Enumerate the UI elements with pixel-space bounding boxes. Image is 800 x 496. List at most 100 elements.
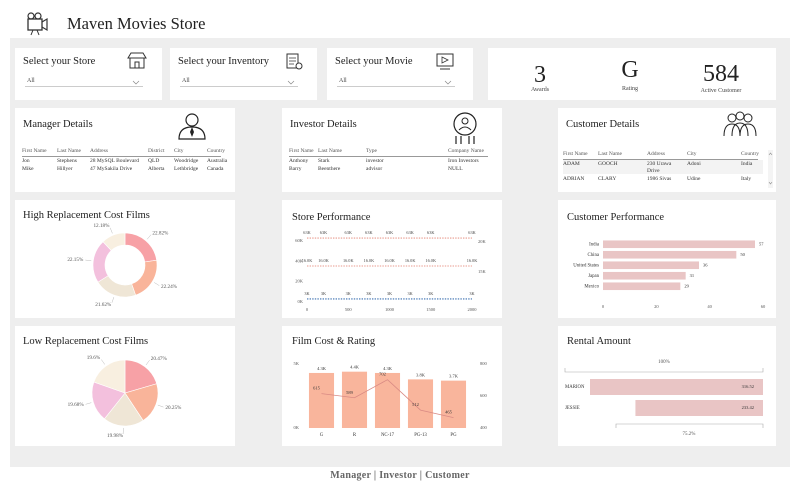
- table-cell: Anthony: [289, 158, 309, 164]
- bar: [603, 240, 755, 249]
- column-header: First Name: [289, 148, 314, 154]
- row-band: [563, 175, 763, 189]
- slice-label: 22.24%: [161, 284, 178, 290]
- data-label: 3K: [387, 291, 393, 296]
- line-chart: 0K 20K 40K 60K 15K 20K 0 500 1000 1500 2000 63K 63K 6…: [295, 230, 487, 312]
- card-title: Rental Amount: [567, 336, 631, 347]
- table-cell: Italy: [741, 176, 752, 182]
- x-tick-label: PG-13: [414, 433, 427, 438]
- page-title: Maven Movies Store: [67, 14, 206, 33]
- table-card: Customer Details First Name Last Name Addr…: [558, 108, 776, 192]
- column-header: Country: [741, 151, 760, 157]
- y-tick-label: 60K: [295, 238, 304, 243]
- x-tick-label: 0: [602, 304, 605, 309]
- dropdown[interactable]: [337, 74, 455, 87]
- table-card: Investor Details First Name Last Name Type…: [282, 108, 502, 192]
- card-title: Manager Details: [23, 119, 93, 130]
- table-cell: Alberta: [148, 166, 165, 172]
- y-tick-label: 5K: [294, 361, 300, 366]
- x-tick-label: 2000: [468, 307, 478, 312]
- table-cell: Adoni: [687, 161, 701, 167]
- dropdown[interactable]: [25, 74, 143, 87]
- y-tick-label: 40K: [295, 258, 304, 263]
- bar-label: 4.4K: [350, 365, 360, 370]
- table-cell: India: [741, 161, 753, 167]
- column-header: Address: [90, 148, 109, 154]
- filter-icons: [127, 52, 147, 85]
- bar: [341, 371, 368, 428]
- card-title: Customer Details: [566, 119, 640, 130]
- slice-label: 20.47%: [151, 356, 168, 362]
- bar: [440, 380, 467, 428]
- table-cell: Iron Investors: [448, 158, 479, 164]
- kpi-value: 584: [703, 61, 739, 87]
- filter-label: Select your Store: [23, 56, 96, 67]
- column-header: First Name: [563, 151, 588, 157]
- y2-tick-label: 400: [480, 425, 488, 430]
- filter-icons: [286, 53, 303, 85]
- x-tick-label: 60: [761, 304, 766, 309]
- slice: [93, 359, 126, 394]
- category-label: JESSIE: [565, 406, 580, 411]
- table-cell: Beenthere: [318, 166, 341, 172]
- bar-label: 316.52: [742, 384, 754, 389]
- data-label: 16.0K: [467, 258, 479, 263]
- combo-chart: 0K 5K 400 600 800 G R NC-17 PG-13 PG 4.3K 4.4K 4.3K 3…: [294, 361, 488, 438]
- filter-value[interactable]: All: [182, 78, 190, 84]
- top-label: 100%: [658, 360, 670, 365]
- line-label: 465: [445, 410, 453, 415]
- table-cell: QLD: [148, 158, 160, 164]
- chart-card: 0K 5K 400 600 800 G R NC-17 PG-13 PG 4.3K 4.4K 4.3K 3…: [282, 326, 502, 446]
- bracket: [615, 423, 764, 428]
- leader-line: [85, 259, 92, 261]
- kpi-label: Awards: [530, 87, 550, 93]
- slice-label: 19.68%: [68, 402, 85, 408]
- y2-tick-label: 600: [480, 393, 488, 398]
- category-label: MARION: [565, 385, 585, 390]
- data-label: 3K: [346, 291, 352, 296]
- leader-line: [145, 360, 150, 366]
- table-cell: Lethbridge: [174, 166, 199, 172]
- kpi-card: 3 Awards G Rating 584 Active Customer: [488, 48, 776, 100]
- table-cell: Stark: [318, 158, 330, 164]
- y2-tick-label: 15K: [478, 269, 487, 274]
- filter-value[interactable]: All: [339, 78, 347, 84]
- chart-card: India 57 China 50 United States 36 Japan 31 Mexi…: [558, 200, 776, 318]
- card-title: Customer Performance: [567, 212, 665, 223]
- scrollbar[interactable]: [768, 150, 773, 188]
- table-cell: 230 Urawa Drive: [647, 161, 672, 174]
- line-label: 589: [346, 390, 354, 395]
- slice-label: 19.98%: [107, 433, 124, 439]
- data-label: 63K: [303, 230, 311, 235]
- slice: [124, 232, 157, 263]
- bracket: [564, 368, 764, 373]
- filter-icons: [436, 53, 454, 85]
- funnel-bar: [635, 400, 763, 416]
- data-label: 3K: [428, 291, 434, 296]
- x-tick-label: 500: [345, 307, 353, 312]
- filter-card: Select your Inventory All: [170, 48, 317, 100]
- bar: [603, 271, 686, 280]
- data-label: 16.0K: [343, 258, 355, 263]
- data-label: 63K: [320, 230, 328, 235]
- line-label: 615: [313, 386, 321, 391]
- table-cell: Australia: [207, 158, 228, 164]
- data-label: 3K: [469, 291, 475, 296]
- filter-label: Select your Inventory: [178, 56, 269, 67]
- x-tick-label: NC-17: [381, 433, 395, 438]
- table-cell: 28 MySQL Boulevard: [90, 158, 139, 164]
- chart-card: 100% MARION 316.52 JESSIE 233.42 75.2% Rental…: [558, 326, 776, 446]
- leader-line: [147, 234, 152, 240]
- data-label: 63K: [427, 230, 435, 235]
- slice: [131, 259, 158, 296]
- dropdown[interactable]: [180, 74, 298, 87]
- table-cell: Barry: [289, 166, 302, 172]
- category-label: India: [589, 242, 600, 247]
- table-cell: ADRIAN: [563, 176, 585, 182]
- leader-line: [101, 359, 105, 365]
- filter-value[interactable]: All: [27, 78, 35, 84]
- donut-chart: 22.82% 22.24% 21.62% 22.15% 12.18%: [67, 223, 178, 308]
- customer-icon: [723, 111, 773, 188]
- y-tick-label: 0K: [294, 425, 300, 430]
- footer-nav[interactable]: Manager | Investor | Customer: [330, 470, 470, 481]
